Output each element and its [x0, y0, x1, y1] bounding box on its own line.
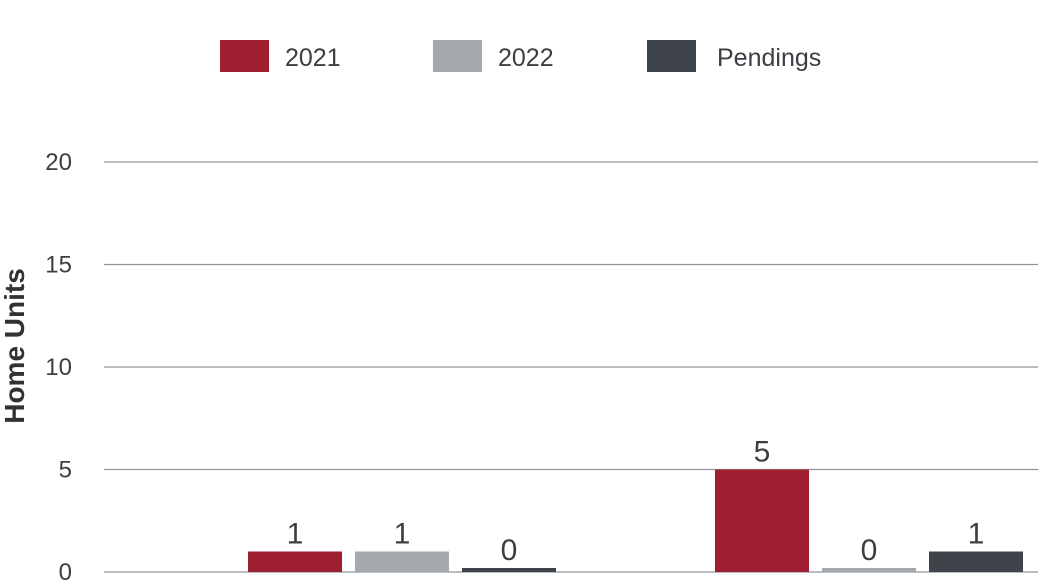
- bar-pendings: [929, 551, 1023, 572]
- data-label: 1: [968, 518, 985, 551]
- y-tick-label: 0: [59, 559, 72, 585]
- bar-2021: [715, 469, 809, 572]
- gridlines: [104, 161, 1038, 573]
- bars: [248, 469, 1023, 572]
- data-label: 5: [754, 436, 771, 469]
- legend-label: Pendings: [717, 44, 821, 72]
- y-axis-label: Home Units: [0, 268, 30, 424]
- data-label: 0: [861, 534, 878, 567]
- y-tick-label: 5: [59, 457, 72, 484]
- legend-label: 2022: [498, 44, 554, 72]
- data-labels: 1 1 050 1: [287, 436, 985, 568]
- y-axis-ticks: 0 5 10 15 20: [45, 149, 72, 585]
- y-tick-label: 15: [45, 252, 72, 279]
- data-label: 1: [394, 518, 411, 551]
- legend-label: 2021: [285, 44, 341, 72]
- bar-2021: [248, 551, 342, 572]
- bar-pendings: [462, 568, 556, 572]
- bar-2022: [355, 551, 449, 572]
- y-tick-label: 20: [45, 149, 72, 176]
- data-label: 0: [501, 534, 518, 567]
- data-label: 1: [287, 518, 304, 551]
- bar-2022: [822, 568, 916, 572]
- y-tick-label: 10: [45, 354, 72, 381]
- legend-swatch: [220, 40, 269, 72]
- legend: 2021 2022 Pendings: [220, 40, 821, 72]
- legend-swatch: [647, 40, 696, 72]
- legend-swatch: [433, 40, 482, 72]
